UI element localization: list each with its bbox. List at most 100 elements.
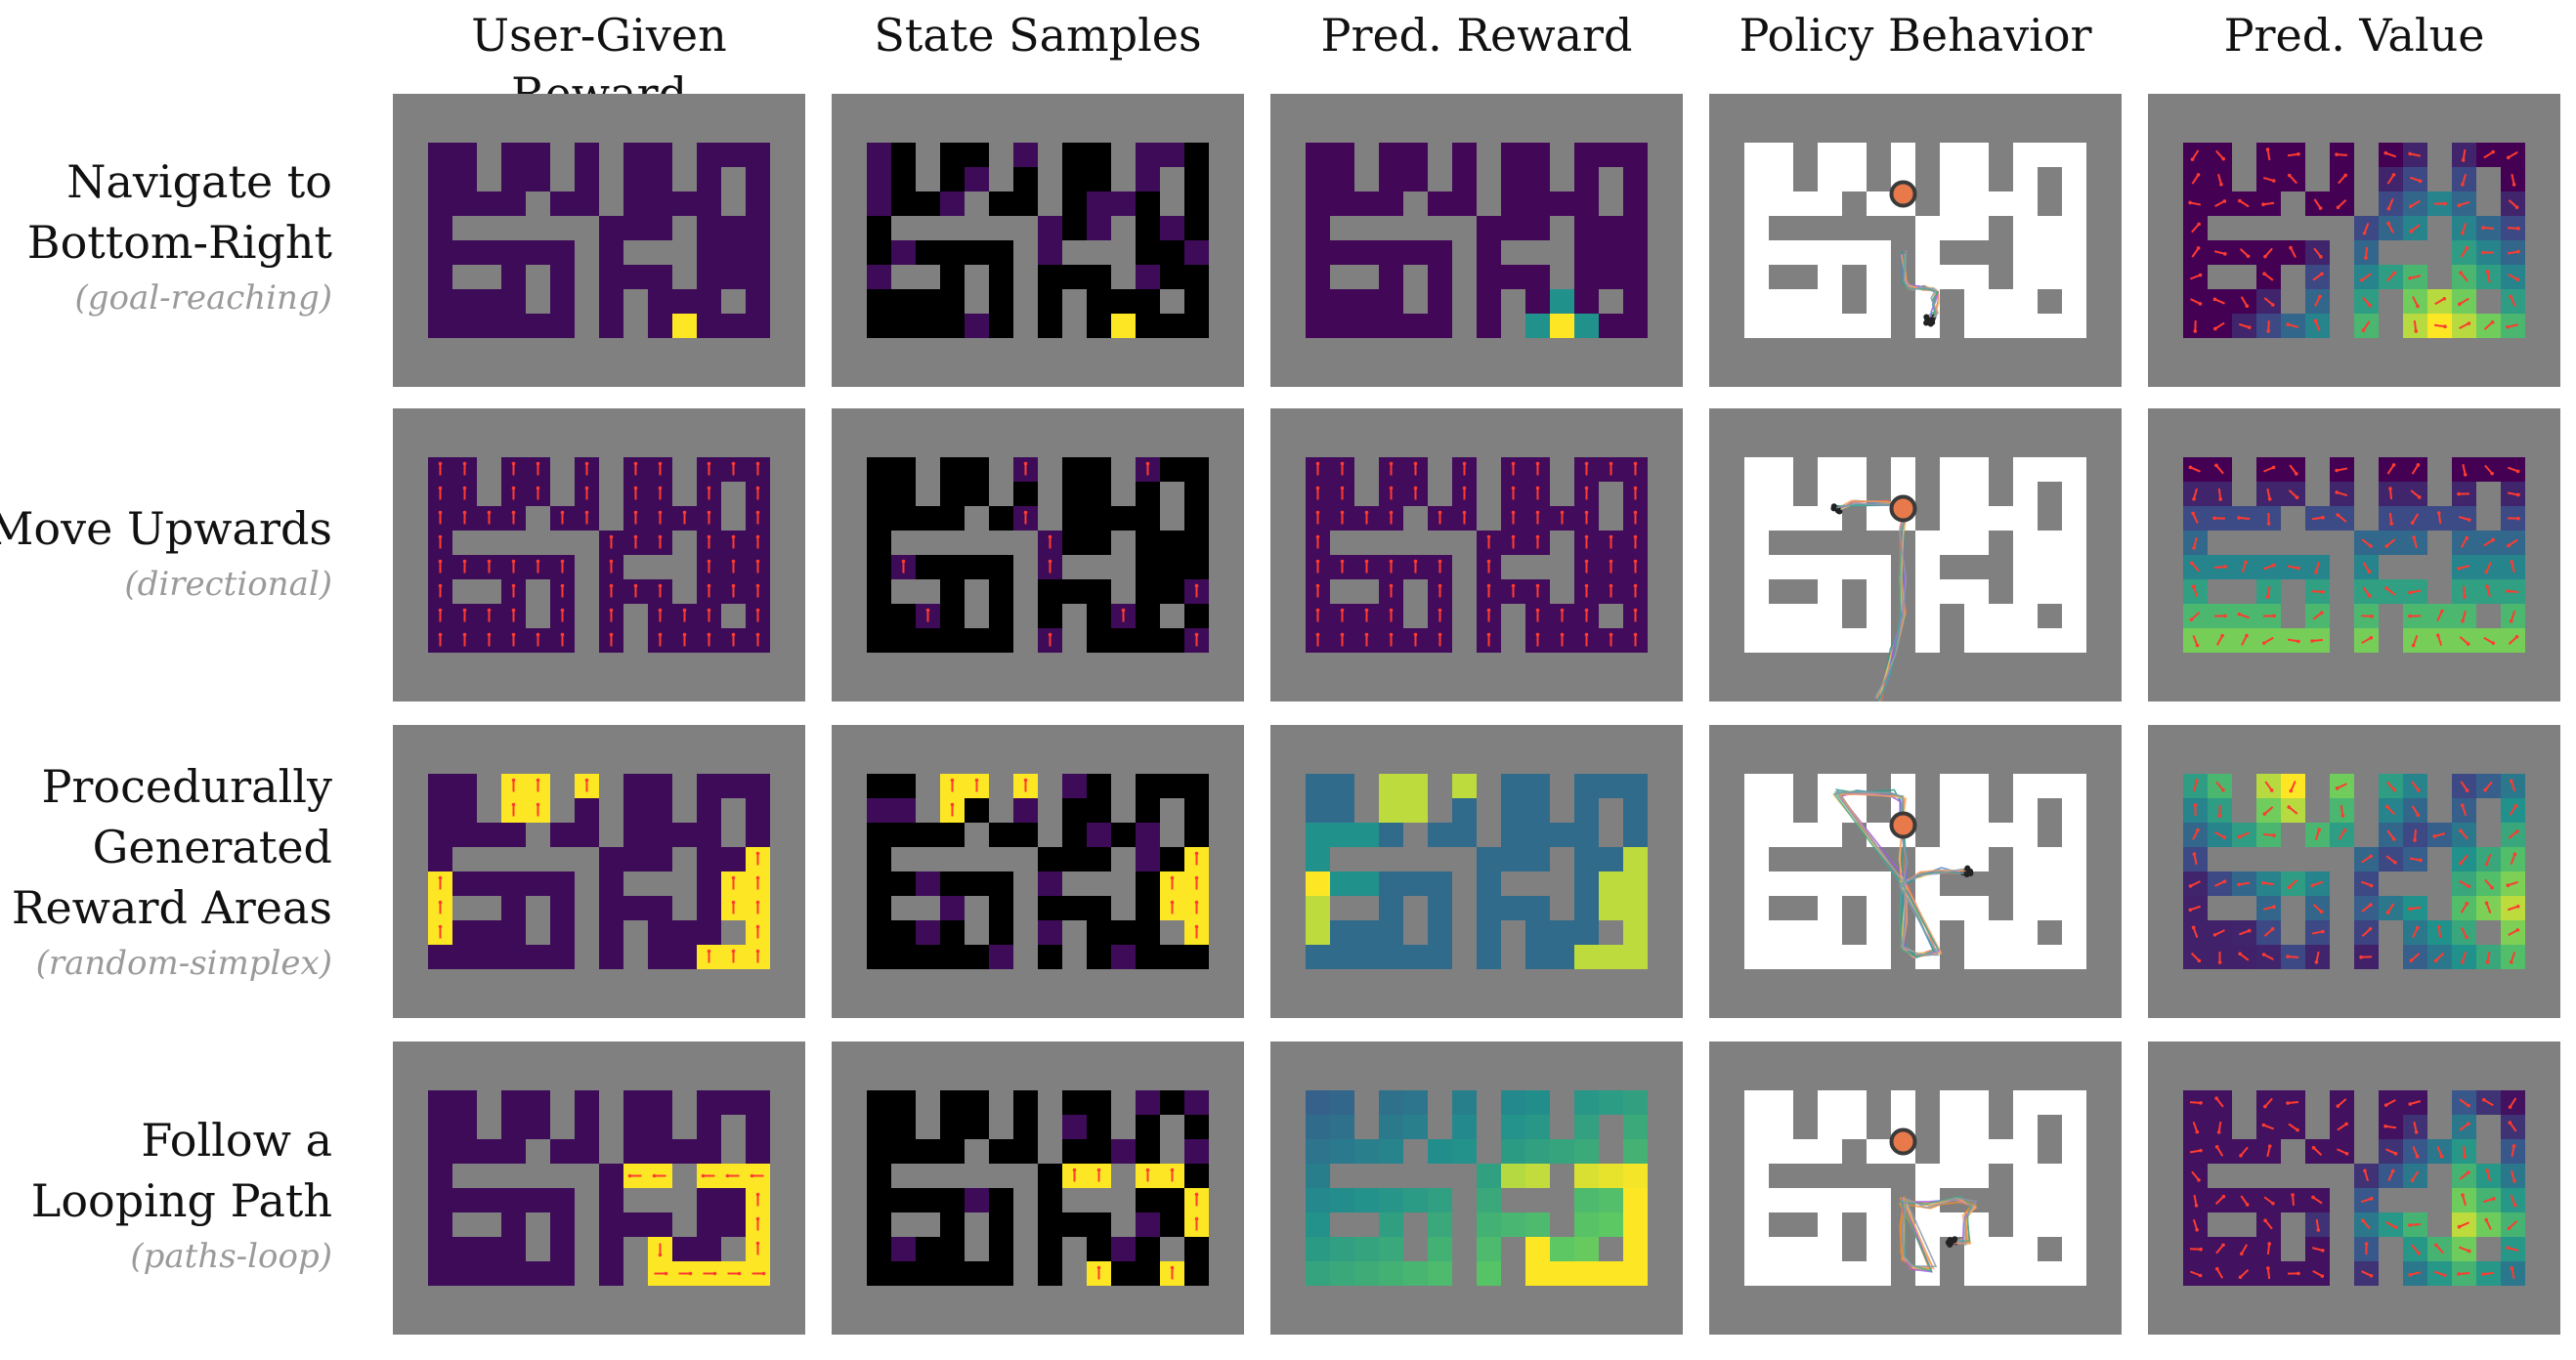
wall-cell xyxy=(599,457,623,482)
reward-arrow-head xyxy=(438,924,443,929)
wall-cell xyxy=(1720,482,1744,506)
reward-arrow-head xyxy=(511,608,516,613)
wall-cell xyxy=(550,1286,575,1310)
wall-cell xyxy=(404,191,428,216)
wall-cell xyxy=(940,1164,965,1188)
grid-cell xyxy=(452,823,477,847)
wall-cell xyxy=(2354,774,2379,798)
wall-cell xyxy=(1989,749,2013,774)
value-arrow xyxy=(2385,538,2396,547)
wall-cell xyxy=(1330,433,1354,457)
wall-cell xyxy=(2256,969,2281,994)
reward-arrow-head xyxy=(1584,559,1589,564)
reward-arrow-head xyxy=(1194,583,1199,588)
wall-cell xyxy=(721,1139,746,1164)
wall-cell xyxy=(1793,1212,1818,1237)
value-arrow-head xyxy=(2197,222,2201,227)
value-arrow-head xyxy=(2408,1223,2412,1227)
value-arrow xyxy=(2362,586,2371,597)
value-arrow xyxy=(2336,153,2348,156)
wall-cell xyxy=(2525,749,2550,774)
grid-cell xyxy=(1525,1090,1550,1115)
wall-cell xyxy=(2159,920,2183,945)
wall-cell xyxy=(1111,531,1136,555)
wall-cell xyxy=(1354,216,1379,240)
wall-cell xyxy=(575,920,599,945)
value-arrow-head xyxy=(2238,1275,2243,1280)
value-arrow xyxy=(2411,1170,2420,1181)
wall-cell xyxy=(2427,433,2452,457)
wall-cell xyxy=(842,604,867,628)
value-arrow-head xyxy=(2516,227,2520,231)
panel-goal-state-samples xyxy=(832,94,1244,387)
wall-cell xyxy=(2159,338,2183,362)
maze-plot xyxy=(832,1041,1244,1335)
value-arrow-head xyxy=(2461,959,2465,964)
wall-cell xyxy=(1428,1286,1452,1310)
wall-cell xyxy=(1793,1286,1818,1310)
wall-cell xyxy=(404,338,428,362)
grid-cell xyxy=(1330,1139,1354,1164)
grid-cell xyxy=(428,314,452,338)
row-label-random-simplex: Procedurally Generated Reward Areas (ran… xyxy=(0,756,332,989)
wall-cell xyxy=(2354,338,2379,362)
grid-cell xyxy=(1501,896,1525,920)
wall-cell xyxy=(989,1066,1013,1090)
wall-cell xyxy=(770,1261,794,1286)
grid-cell xyxy=(1915,531,1940,555)
value-arrow xyxy=(2510,296,2516,307)
wall-cell xyxy=(575,604,599,628)
grid-cell xyxy=(697,920,721,945)
reward-arrow-head xyxy=(1023,510,1028,515)
wall-cell xyxy=(1209,945,1233,969)
grid-cell xyxy=(1599,240,1623,265)
wall-cell xyxy=(1989,555,2013,579)
value-arrow xyxy=(2413,1121,2418,1133)
maze-plot xyxy=(2148,408,2560,701)
value-arrow xyxy=(2482,227,2495,230)
grid-cell xyxy=(1087,823,1111,847)
wall-cell xyxy=(1525,749,1550,774)
value-arrow-head xyxy=(2408,1272,2412,1277)
value-arrow xyxy=(2192,635,2199,646)
wall-cell xyxy=(1477,1286,1501,1310)
wall-cell xyxy=(2525,653,2550,677)
reward-arrow-head xyxy=(1633,608,1638,613)
wall-cell xyxy=(1574,969,1599,994)
value-arrow-head xyxy=(2410,1178,2415,1182)
reward-arrow-head xyxy=(560,559,565,564)
wall-cell xyxy=(404,1066,428,1090)
wall-cell xyxy=(501,749,526,774)
wall-cell xyxy=(1599,653,1623,677)
grid-cell xyxy=(1501,798,1525,823)
wall-cell xyxy=(2305,216,2330,240)
wall-cell xyxy=(1111,1212,1136,1237)
grid-cell xyxy=(1501,1139,1525,1164)
grid-cell xyxy=(940,289,965,314)
value-arrow-head xyxy=(2393,1225,2398,1229)
wall-cell xyxy=(1550,871,1574,896)
wall-cell xyxy=(2379,1237,2403,1261)
value-arrow-head xyxy=(2320,272,2324,276)
grid-cell xyxy=(1428,1261,1452,1286)
wall-cell xyxy=(1013,969,1038,994)
wall-cell xyxy=(2281,531,2305,555)
wall-cell xyxy=(575,314,599,338)
wall-cell xyxy=(1013,871,1038,896)
grid-cell xyxy=(1550,1139,1574,1164)
grid-cell xyxy=(721,240,746,265)
grid-cell xyxy=(1793,289,1818,314)
grid-cell xyxy=(2038,216,2062,240)
wall-cell xyxy=(477,118,501,143)
wall-cell xyxy=(1599,482,1623,506)
grid-cell xyxy=(477,1237,501,1261)
wall-cell xyxy=(1013,628,1038,653)
grid-cell xyxy=(1769,457,1793,482)
grid-cell xyxy=(648,920,672,945)
value-arrow-head xyxy=(2506,589,2510,593)
wall-cell xyxy=(2086,749,2111,774)
grid-cell xyxy=(1136,240,1160,265)
wall-cell xyxy=(1379,749,1403,774)
value-arrow-head xyxy=(2463,1155,2467,1159)
value-arrow xyxy=(2484,781,2493,791)
